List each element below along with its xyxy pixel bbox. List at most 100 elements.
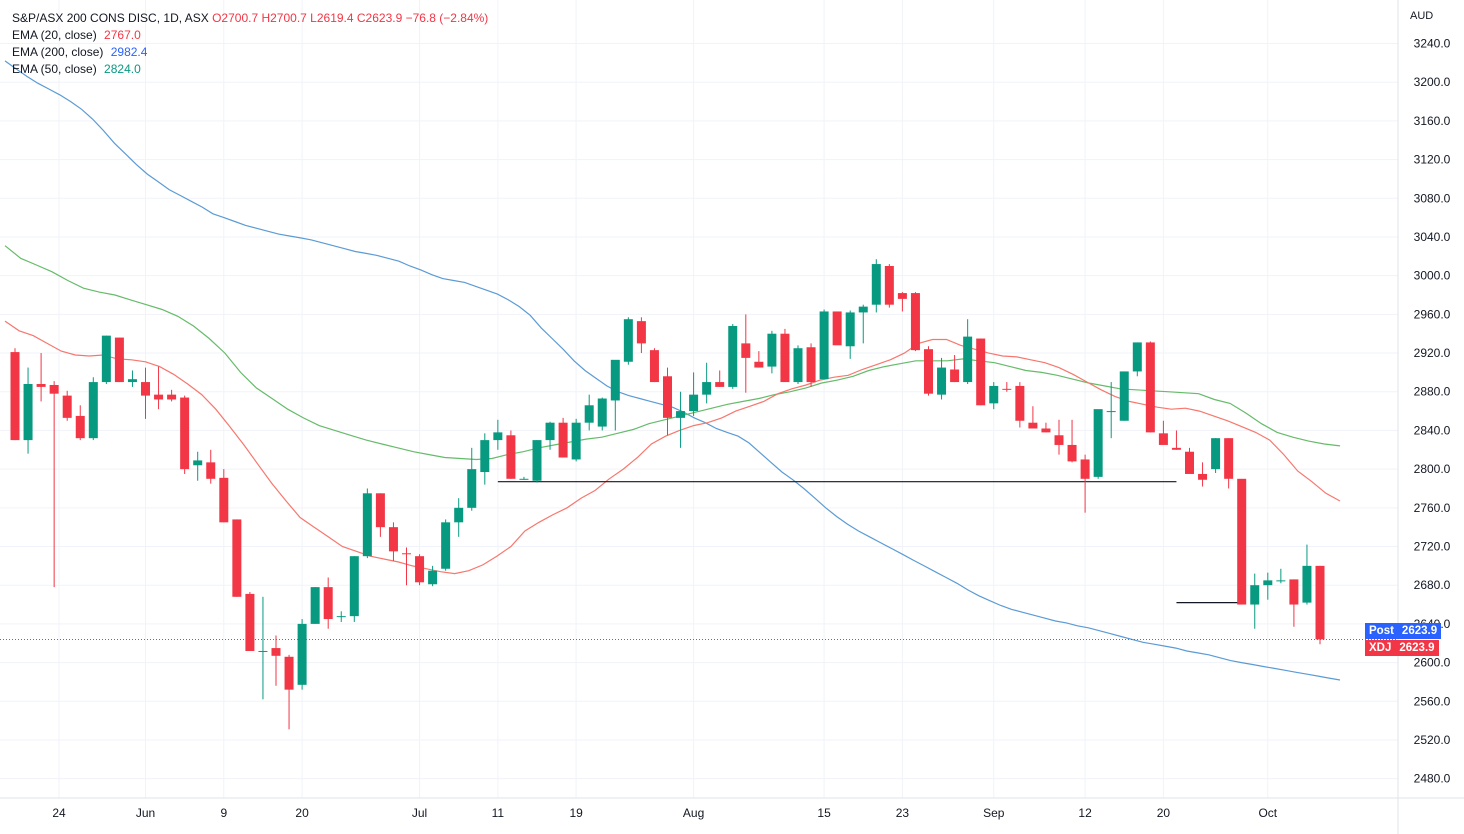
candle-body xyxy=(610,359,620,401)
candle-body xyxy=(206,462,216,479)
candle-body xyxy=(349,556,359,617)
price-axis[interactable]: 2480.02520.02560.02600.02640.02680.02720… xyxy=(1414,37,1451,786)
post-value: 2623.9 xyxy=(1401,625,1438,637)
candle-body xyxy=(1145,342,1155,433)
candle-body xyxy=(232,519,242,597)
ohlc-values: O2700.7 H2700.7 L2619.4 C2623.9 −76.8 (−… xyxy=(212,11,489,25)
chart-legend: S&P/ASX 200 CONS DISC, 1D, ASX O2700.7 H… xyxy=(12,10,488,78)
candle-body xyxy=(715,382,725,387)
candle-body xyxy=(884,266,894,305)
candle-body xyxy=(1276,580,1286,582)
candle-body xyxy=(1224,438,1234,479)
candle-body xyxy=(963,336,973,383)
candle-body xyxy=(415,556,425,583)
candle-body xyxy=(62,395,72,418)
y-tick-label: 2840.0 xyxy=(1414,423,1451,437)
candle-body xyxy=(1080,459,1090,479)
symbol-title[interactable]: S&P/ASX 200 CONS DISC, 1D, ASX xyxy=(12,11,209,25)
candles xyxy=(10,259,1325,730)
y-tick-label: 2720.0 xyxy=(1414,540,1451,554)
candle-body xyxy=(623,319,633,362)
y-tick-label: 2920.0 xyxy=(1414,346,1451,360)
x-tick-label: 23 xyxy=(896,806,910,820)
candle-body xyxy=(702,382,712,395)
candle-body xyxy=(910,293,920,351)
candle-body xyxy=(180,397,190,470)
x-tick-label: Sep xyxy=(983,806,1005,820)
ema50-legend[interactable]: EMA (50, close) 2824.0 xyxy=(12,61,488,78)
ema20-line xyxy=(4,320,1341,575)
candle-body xyxy=(219,477,229,523)
candle-body xyxy=(375,493,385,528)
x-tick-label: 12 xyxy=(1078,806,1092,820)
x-tick-label: 15 xyxy=(817,806,831,820)
candle-body xyxy=(819,311,829,380)
time-axis[interactable]: 24 Jun 9 20 Jul 11 19 Aug 15 23 Sep 12 20 Oct xyxy=(52,806,1277,820)
candle-body xyxy=(323,587,333,620)
candle-body xyxy=(127,379,137,383)
candle-body xyxy=(937,367,947,395)
candle-body xyxy=(858,306,868,313)
y-tick-label: 2960.0 xyxy=(1414,307,1451,321)
candle-body xyxy=(545,422,555,441)
y-tick-label: 2680.0 xyxy=(1414,578,1451,592)
candle-body xyxy=(480,440,490,473)
y-tick-label: 3240.0 xyxy=(1414,37,1451,51)
ema200-value: 2982.4 xyxy=(110,45,148,59)
candle-body xyxy=(193,460,203,466)
x-tick-label: Jul xyxy=(412,806,427,820)
candle-body xyxy=(584,405,594,423)
candle-body xyxy=(1028,422,1038,429)
y-tick-label: 3160.0 xyxy=(1414,114,1451,128)
y-tick-label: 3040.0 xyxy=(1414,230,1451,244)
y-tick-label: 2560.0 xyxy=(1414,694,1451,708)
candle-body xyxy=(558,422,568,458)
candle-body xyxy=(114,337,124,383)
candle-body xyxy=(297,623,307,685)
ema20-value: 2767.0 xyxy=(104,28,141,42)
y-tick-label: 2800.0 xyxy=(1414,462,1451,476)
candle-body xyxy=(36,384,46,387)
y-tick-label: 3200.0 xyxy=(1414,75,1451,89)
post-tag: Post xyxy=(1369,625,1394,637)
candle-body xyxy=(989,385,999,404)
ema20-legend[interactable]: EMA (20, close) 2767.0 xyxy=(12,27,488,44)
x-tick-label: Aug xyxy=(683,806,704,820)
ema50-label: EMA (50, close) xyxy=(12,62,97,76)
support-lines xyxy=(0,481,1398,640)
candle-body xyxy=(1185,451,1194,474)
candle-body xyxy=(428,570,438,585)
candle-body xyxy=(754,361,764,368)
candle-body xyxy=(1093,409,1103,477)
y-tick-label: 2520.0 xyxy=(1414,733,1451,747)
candle-body xyxy=(101,335,111,383)
ema50-line xyxy=(4,245,1341,461)
x-tick-label: Oct xyxy=(1258,806,1277,820)
x-tick-label: Jun xyxy=(136,806,155,820)
candle-body xyxy=(1211,438,1221,470)
x-tick-label: 11 xyxy=(492,806,505,820)
candle-body xyxy=(1106,411,1116,413)
x-tick-label: 20 xyxy=(295,806,309,820)
candle-body xyxy=(1067,444,1077,462)
candle-body xyxy=(1263,580,1273,586)
ema200-legend[interactable]: EMA (200, close) 2982.4 xyxy=(12,44,488,61)
ema200-label: EMA (200, close) xyxy=(12,45,104,59)
candle-body xyxy=(871,264,881,305)
candle-body xyxy=(362,493,372,557)
x-tick-label: 9 xyxy=(220,806,227,820)
y-tick-label: 3000.0 xyxy=(1414,269,1451,283)
y-tick-label: 2760.0 xyxy=(1414,501,1451,515)
ema50-value: 2824.0 xyxy=(104,62,141,76)
candle-body xyxy=(924,349,933,394)
candle-body xyxy=(1250,585,1260,605)
symbol-row: S&P/ASX 200 CONS DISC, 1D, ASX O2700.7 H… xyxy=(12,10,488,27)
candle-body xyxy=(245,593,255,651)
candle-body xyxy=(10,352,20,441)
candle-body xyxy=(649,350,659,383)
x-tick-label: 19 xyxy=(569,806,583,820)
y-tick-label: 3080.0 xyxy=(1414,191,1451,205)
candle-body xyxy=(532,440,542,481)
